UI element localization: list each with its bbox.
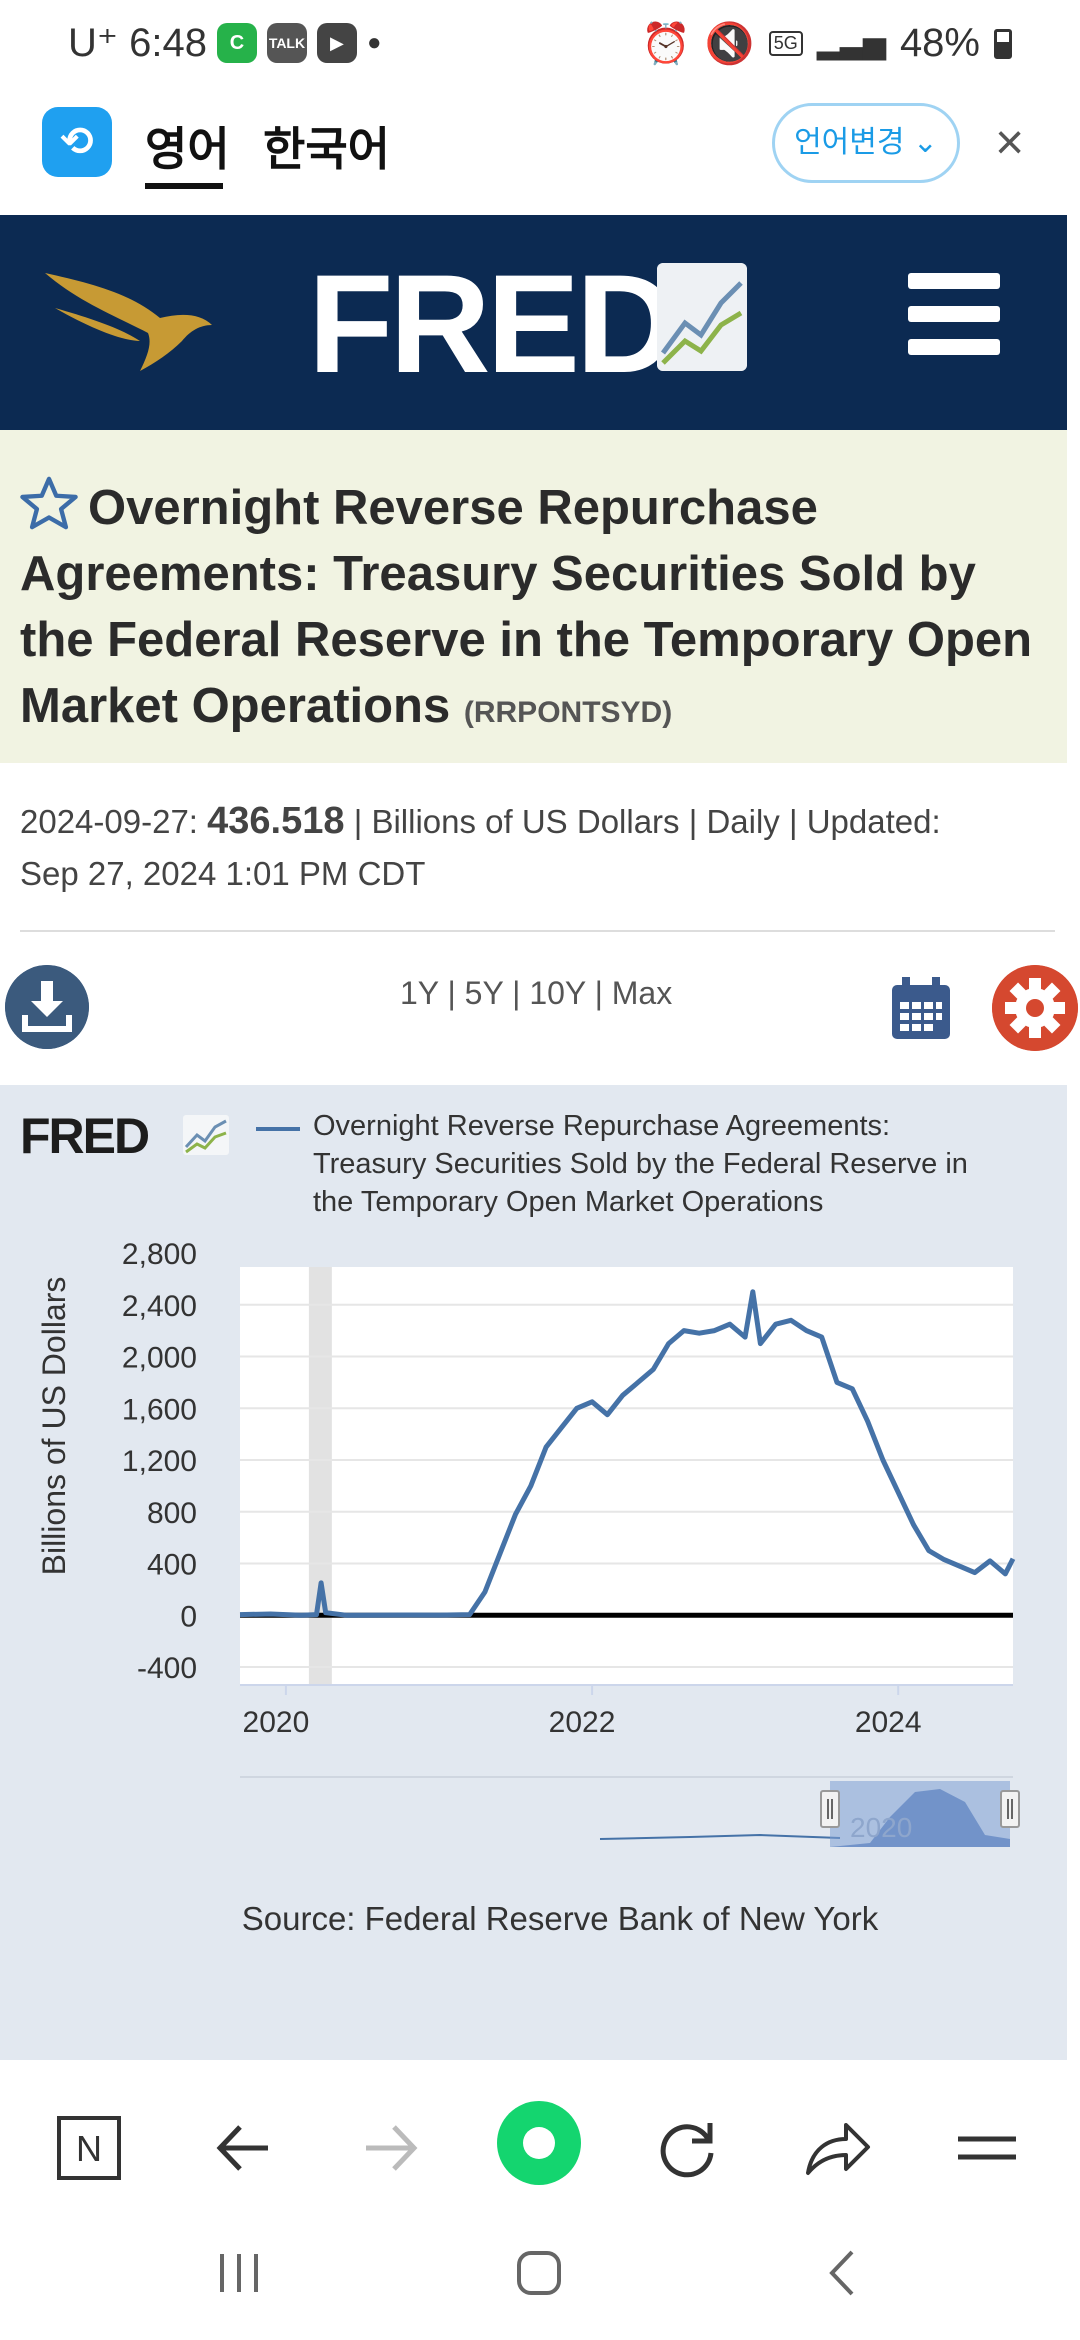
home-icon[interactable] <box>514 2248 564 2298</box>
y-tick-label: 1,600 <box>122 1393 197 1426</box>
refresh-icon[interactable] <box>654 2115 720 2181</box>
y-tick-label: 1,200 <box>122 1445 197 1478</box>
battery-icon <box>994 28 1012 59</box>
recession-band <box>308 1267 332 1685</box>
chart-source: Source: Federal Reserve Bank of New York <box>241 1900 879 1937</box>
observation-date: 2024-09-27: <box>20 803 198 840</box>
navigator-right-handle[interactable] <box>1000 1790 1020 1828</box>
date-range-links[interactable]: 1Y | 5Y | 10Y | Max <box>400 975 673 1011</box>
fred-header: FRED <box>0 215 1067 430</box>
more-dot-icon: ● <box>366 29 382 56</box>
navigator-area <box>830 1789 1010 1847</box>
fred-wordmark[interactable]: FRED <box>308 245 677 402</box>
system-back-icon[interactable] <box>818 2248 868 2298</box>
series-title-text: Overnight Reverse Repurchase Agreements:… <box>20 481 1033 733</box>
y-tick-label: 800 <box>147 1497 197 1530</box>
forward-arrow-icon[interactable] <box>358 2115 424 2181</box>
close-translate-button[interactable]: × <box>995 114 1025 170</box>
series-title: Overnight Reverse Repurchase Agreements:… <box>20 475 1047 746</box>
alarm-icon: ⏰ <box>641 22 691 66</box>
y-axis-title: Billions of US Dollars <box>36 1277 72 1576</box>
fred-chart-logo-icon <box>657 263 747 371</box>
download-icon[interactable] <box>5 965 89 1049</box>
y-tick-label: 0 <box>180 1600 197 1633</box>
mute-icon: 🔇 <box>704 22 755 66</box>
tab-english[interactable]: 영어 <box>145 123 230 175</box>
x-tick-label: 2020 <box>243 1706 310 1739</box>
kakaotalk-icon: TALK <box>266 23 307 63</box>
legend-swatch <box>256 1127 300 1131</box>
change-language-button[interactable]: 언어변경 ⌄ <box>772 103 960 183</box>
favorite-star-icon[interactable] <box>20 476 78 530</box>
x-tick-label: 2022 <box>549 1706 616 1739</box>
back-arrow-icon[interactable] <box>210 2115 276 2181</box>
status-bar: U⁺ 6:48 C TALK ▶ ● ⏰ 🔇 5G ▂▃▅ 48% <box>0 0 1080 95</box>
carrier-time: U⁺ 6:48 <box>68 21 207 65</box>
menu-icon[interactable] <box>954 2115 1020 2181</box>
y-tick-label: 2,800 <box>122 1238 197 1271</box>
tab-korean[interactable]: 한국어 <box>263 123 390 175</box>
latest-observation: 2024-09-27: 436.518 | Billions of US Dol… <box>20 795 1060 900</box>
translate-bar: ⟲ 영어 한국어 언어변경 ⌄ × <box>0 95 1080 215</box>
share-icon[interactable] <box>802 2115 872 2181</box>
series-id: (RRPONTSYD) <box>463 696 673 729</box>
recent-apps-icon[interactable] <box>214 2248 264 2298</box>
youtube-icon: ▶ <box>316 23 357 63</box>
observation-value: 436.518 <box>207 800 345 842</box>
navigator-history-line <box>599 1833 841 1840</box>
divider <box>20 930 1055 932</box>
x-tick-label: 2024 <box>855 1706 922 1739</box>
chart-fred-logo: FRED <box>20 1108 150 1164</box>
observation-meta: | Billions of US Dollars | Daily | Updat… <box>353 803 941 840</box>
y-tick-label: 2,000 <box>122 1342 197 1375</box>
system-navigation-bar <box>0 2200 1080 2340</box>
navigator-label: 2020 <box>850 1812 912 1843</box>
status-left: U⁺ 6:48 C TALK ▶ ● <box>68 20 381 66</box>
settings-gear-icon[interactable] <box>992 965 1078 1051</box>
translate-logo-icon[interactable]: ⟲ <box>42 107 112 177</box>
status-right: ⏰ 🔇 5G ▂▃▅ 48% <box>641 20 1012 67</box>
eagle-logo-icon[interactable] <box>40 263 220 373</box>
signal-icon: ▂▃▅ <box>816 27 886 60</box>
green-dot-assistant-icon[interactable] <box>496 2100 582 2186</box>
y-tick-label: -400 <box>137 1652 197 1685</box>
naver-home-icon[interactable]: N <box>56 2115 122 2181</box>
y-tick-label: 400 <box>147 1549 197 1582</box>
browser-toolbar: N <box>0 2060 1080 2200</box>
battery-percent: 48% <box>899 21 980 65</box>
app-c-icon: C <box>216 23 257 63</box>
calendar-icon[interactable] <box>890 975 952 1041</box>
series-line <box>239 1289 1016 1618</box>
network-type: 5G <box>768 31 803 56</box>
navigator-left-handle[interactable] <box>820 1790 840 1828</box>
svg-text:N: N <box>76 2128 102 2169</box>
plot-area <box>240 1267 1013 1685</box>
line-chart[interactable]: -400 0 400 800 1,200 1,600 2,000 2,400 2,800 2020… <box>0 1085 1067 2060</box>
hamburger-menu-icon[interactable] <box>908 273 1000 355</box>
legend-label: Overnight Reverse Repurchase Agreements:… <box>313 1110 968 1218</box>
series-title-area: Overnight Reverse Repurchase Agreements:… <box>0 430 1067 763</box>
y-tick-label: 2,400 <box>122 1290 197 1323</box>
chart-panel: FRED Overnight Reverse Repurchase Agreem… <box>0 1085 1067 2060</box>
chart-fred-mini-icon <box>183 1115 229 1155</box>
active-tab-indicator <box>145 183 223 189</box>
updated-timestamp: Sep 27, 2024 1:01 PM CDT <box>20 855 426 892</box>
